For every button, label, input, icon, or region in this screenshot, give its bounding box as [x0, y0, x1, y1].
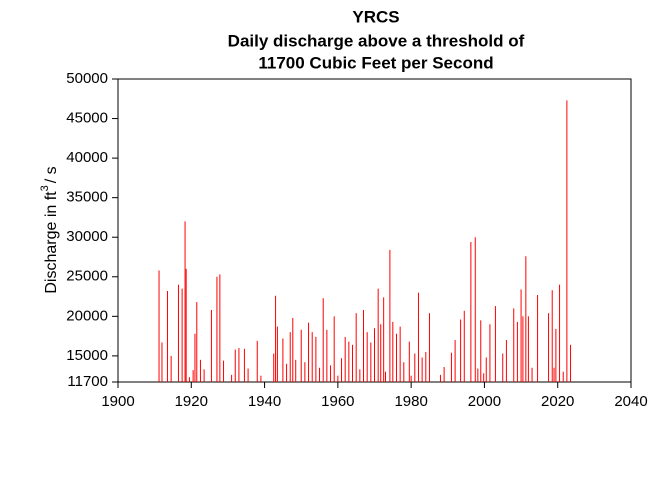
y-axis-label-text: Discharge in ft — [43, 191, 60, 294]
y-tick-label: 45000 — [66, 110, 108, 127]
x-tick-label: 1960 — [321, 393, 354, 410]
chart-title: YRCS — [352, 7, 399, 26]
y-tick-label: 50000 — [66, 70, 108, 87]
chart-title: Daily discharge above a threshold of — [228, 31, 525, 50]
y-tick-label: 40000 — [66, 149, 108, 166]
x-tick-label: 2040 — [614, 393, 647, 410]
y-tick-label: 15000 — [66, 347, 108, 364]
chart-title: 11700 Cubic Feet per Second — [258, 53, 493, 72]
x-tick-label: 2000 — [468, 393, 501, 410]
y-tick-label: 35000 — [66, 189, 108, 206]
y-tick-label: 20000 — [66, 307, 108, 324]
y-tick-label: 11700 — [67, 373, 108, 390]
y-tick-label: 30000 — [66, 228, 108, 245]
y-axis-label: Discharge in ft3 / s — [39, 166, 60, 293]
x-tick-label: 1920 — [175, 393, 208, 410]
x-tick-label: 1980 — [394, 393, 427, 410]
x-tick-label: 1940 — [248, 393, 281, 410]
x-tick-label: 2020 — [541, 393, 574, 410]
x-tick-label: 1900 — [101, 393, 134, 410]
y-tick-label: 25000 — [66, 268, 108, 285]
y-axis-label-sup: 3 — [39, 185, 51, 191]
y-axis-label-unit: / s — [43, 166, 60, 183]
